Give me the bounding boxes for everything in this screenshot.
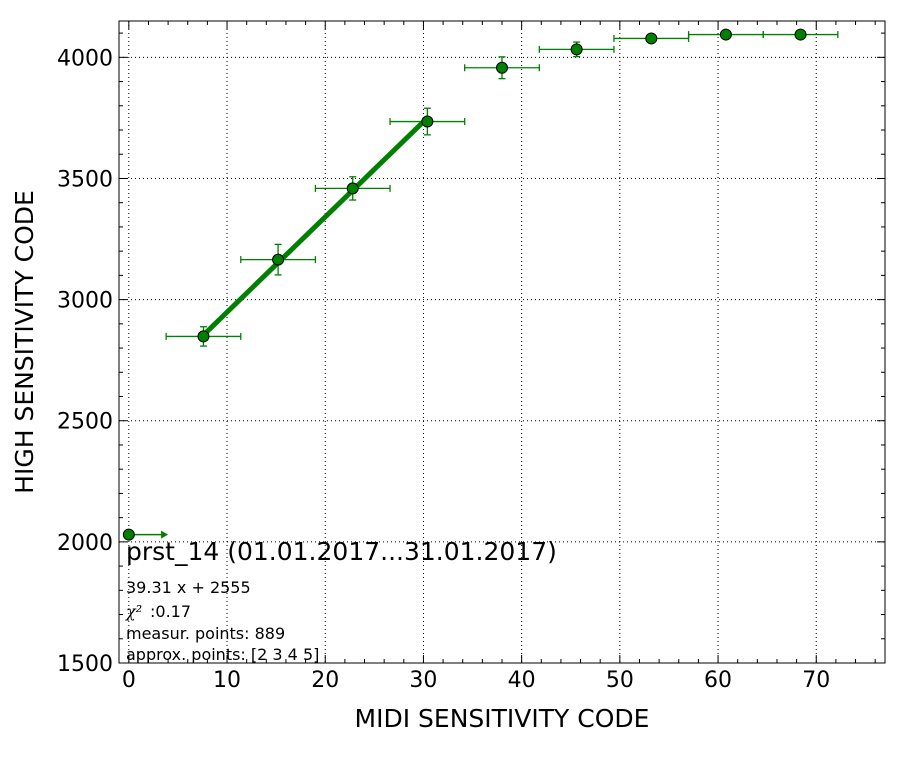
x-tick-label: 0 bbox=[122, 668, 136, 693]
annotation-approx-points: approx. points: [2 3 4 5] bbox=[126, 645, 319, 664]
data-point bbox=[272, 253, 285, 266]
fit-layer bbox=[201, 116, 430, 337]
annotation-measur-points: measur. points: 889 bbox=[126, 624, 285, 643]
y-tick-label: 4000 bbox=[57, 46, 113, 71]
y-tick-label: 1500 bbox=[57, 652, 113, 677]
fit-line bbox=[201, 116, 430, 337]
data-point bbox=[496, 61, 508, 74]
data-point bbox=[794, 28, 807, 41]
x-tick-label: 30 bbox=[409, 668, 437, 693]
x-tick-label: 40 bbox=[508, 668, 536, 693]
x-tick-label: 60 bbox=[704, 668, 732, 693]
grid bbox=[119, 21, 885, 664]
tick-labels: 0 10 20 30 40 50 60 70 1500 2000 2500 3000 3500 4000 bbox=[57, 46, 830, 693]
annotation-title: prst_14 (01.01.2017...31.01.2017) bbox=[126, 537, 557, 566]
x-tick-label: 70 bbox=[802, 668, 830, 693]
data-point bbox=[197, 330, 210, 343]
data-point bbox=[122, 528, 135, 541]
data-point bbox=[719, 28, 732, 41]
data-point bbox=[645, 32, 658, 45]
arrow-head bbox=[161, 530, 169, 539]
x-tick-label: 20 bbox=[311, 668, 339, 693]
y-tick-label: 2500 bbox=[57, 410, 113, 435]
annotation-chi2-value: :0.17 bbox=[150, 602, 191, 621]
x-tick-label: 50 bbox=[606, 668, 634, 693]
y-tick-label: 2000 bbox=[57, 531, 113, 556]
ticks bbox=[119, 21, 885, 664]
annotation-fit-equation: 39.31 x + 2555 bbox=[126, 578, 251, 597]
y-tick-label: 3000 bbox=[57, 289, 113, 314]
data-point bbox=[346, 182, 359, 195]
y-tick-label: 3500 bbox=[57, 167, 113, 192]
annotation-chi2-symbol: χ² bbox=[125, 602, 142, 621]
data-point bbox=[421, 115, 434, 128]
x-axis-label: MIDI SENSITIVITY CODE bbox=[355, 704, 650, 733]
plot-frame bbox=[118, 20, 886, 664]
data-layer bbox=[122, 28, 839, 541]
y-axis-label: HIGH SENSITIVITY CODE bbox=[10, 190, 39, 494]
data-point bbox=[570, 43, 583, 56]
x-tick-label: 10 bbox=[213, 668, 241, 693]
